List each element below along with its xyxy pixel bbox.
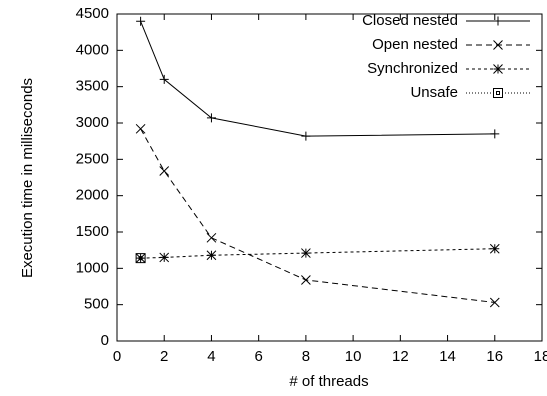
y-tick-label: 2500	[76, 150, 109, 167]
y-tick-label: 1500	[76, 223, 109, 240]
y-tick-label: 500	[84, 296, 109, 313]
series-line	[140, 128, 495, 303]
marker	[135, 253, 146, 264]
y-tick-label: 0	[101, 332, 109, 349]
x-tick-label: 6	[254, 348, 262, 365]
y-tick-label: 1000	[76, 259, 109, 276]
x-tick-label: 12	[392, 348, 409, 365]
marker	[489, 297, 500, 308]
marker	[206, 250, 217, 261]
legend-label: Synchronized	[367, 60, 458, 77]
plot-frame	[116, 13, 543, 342]
legend-label: Closed nested	[362, 12, 458, 29]
marker	[489, 243, 500, 254]
y-tick-label: 3500	[76, 78, 109, 95]
x-tick-label: 18	[534, 348, 547, 365]
legend-label: Open nested	[372, 36, 458, 53]
legend-marker	[493, 40, 503, 50]
y-tick-label: 3000	[76, 114, 109, 131]
marker	[136, 16, 146, 26]
x-tick-label: 10	[345, 348, 362, 365]
marker	[206, 232, 217, 243]
legend-marker	[493, 64, 503, 74]
y-tick-label: 4000	[76, 41, 109, 58]
marker	[206, 113, 216, 123]
marker	[159, 74, 169, 84]
x-tick-label: 2	[160, 348, 168, 365]
legend-label: Unsafe	[410, 84, 458, 101]
y-tick-label: 2000	[76, 187, 109, 204]
marker	[135, 253, 146, 264]
marker	[301, 275, 311, 285]
legend-marker	[493, 16, 503, 26]
marker	[159, 166, 170, 176]
marker	[301, 248, 311, 258]
legend-marker	[493, 88, 503, 98]
x-tick-label: 4	[207, 348, 215, 365]
x-axis-label: # of threads	[289, 373, 368, 390]
x-tick-label: 8	[302, 348, 310, 365]
marker	[135, 123, 146, 134]
x-tick-label: 0	[113, 348, 121, 365]
x-tick-label: 14	[439, 348, 456, 365]
y-axis-label: Execution time in milliseconds	[19, 78, 36, 278]
y-tick-label: 4500	[76, 5, 109, 22]
x-tick-label: 16	[486, 348, 503, 365]
series-line	[140, 248, 495, 259]
marker	[301, 131, 311, 141]
marker	[159, 252, 170, 263]
marker	[490, 129, 500, 139]
